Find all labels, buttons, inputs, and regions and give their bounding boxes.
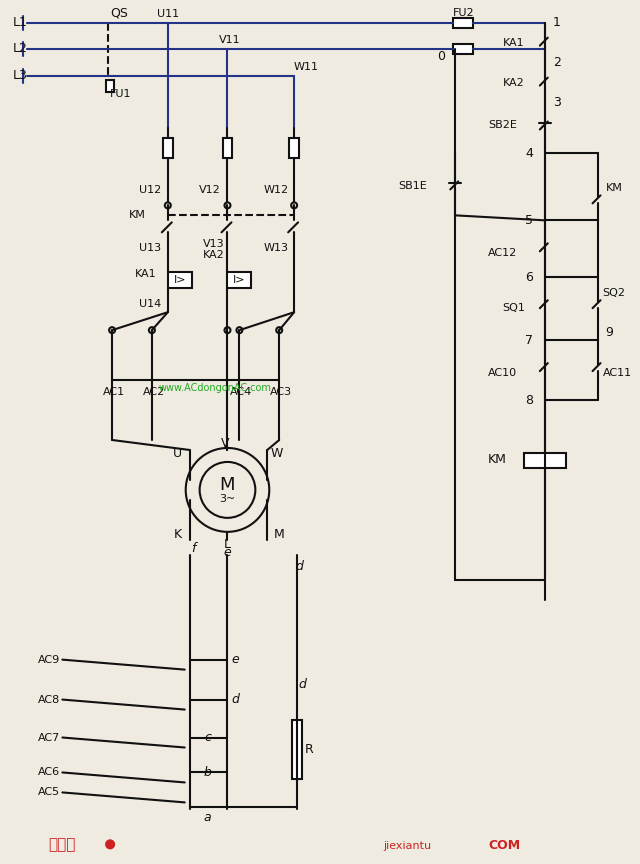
Text: KM: KM [605,183,622,194]
Text: AC11: AC11 [602,368,632,378]
Text: 4: 4 [525,147,533,160]
Text: SQ1: SQ1 [502,303,525,313]
Bar [524,453,566,468]
Text: 接线图: 接线图 [49,837,76,852]
Text: SB1E: SB1E [399,181,428,192]
Text: 3: 3 [553,96,561,109]
Text: V: V [221,437,230,450]
Text: KA1: KA1 [135,270,157,279]
Bar [453,17,473,28]
Text: V12: V12 [198,186,220,195]
Text: 0: 0 [437,50,445,63]
Text: AC1: AC1 [103,387,125,397]
Text: V13: V13 [203,239,225,250]
Text: www.ACdongonAC.com: www.ACdongonAC.com [158,383,271,393]
Bar [223,138,232,158]
Text: I>: I> [233,276,246,285]
Text: W: W [271,448,284,461]
Text: AC6: AC6 [38,767,60,778]
Text: KA2: KA2 [203,251,225,260]
Text: jiexiantu: jiexiantu [383,842,432,851]
Text: KM: KM [488,454,507,467]
Text: U: U [173,448,182,461]
Text: L2: L2 [13,42,28,55]
Text: FU2: FU2 [452,8,474,17]
Text: U11: U11 [157,9,179,19]
Bar [168,272,191,289]
Text: L1: L1 [13,16,28,29]
Text: d: d [295,560,303,574]
Text: AC4: AC4 [230,387,253,397]
Text: U14: U14 [139,299,161,309]
Text: KA2: KA2 [503,78,525,87]
Text: SB2E: SB2E [488,120,517,130]
Bar [106,79,114,92]
Text: AC8: AC8 [38,695,60,704]
Text: 6: 6 [525,270,533,283]
Text: d: d [298,678,306,691]
Text: R: R [305,743,314,756]
Bar [292,720,302,779]
Text: AC10: AC10 [488,368,517,378]
Bar [453,43,473,54]
Text: L: L [224,538,231,551]
Text: AC9: AC9 [38,655,60,664]
Text: AC2: AC2 [143,387,165,397]
Text: d: d [232,693,239,706]
Text: M: M [220,476,236,494]
Text: AC12: AC12 [488,248,517,258]
Text: V11: V11 [219,35,240,45]
Text: b: b [204,766,212,779]
Text: KA1: KA1 [503,38,525,48]
Text: c: c [204,731,211,744]
Circle shape [106,841,114,848]
Text: K: K [173,528,182,542]
Text: 3~: 3~ [220,494,236,504]
Text: 2: 2 [553,56,561,69]
Text: KM: KM [129,210,146,220]
Text: L3: L3 [13,69,28,82]
Text: 1: 1 [553,16,561,29]
Text: QS: QS [110,6,128,19]
Text: 7: 7 [525,334,533,346]
Text: W12: W12 [264,186,289,195]
Text: SQ2: SQ2 [602,289,625,298]
Text: f: f [191,543,196,556]
Bar [289,138,299,158]
Text: U13: U13 [139,244,161,253]
Text: a: a [204,811,211,824]
Text: AC5: AC5 [38,787,60,797]
Text: W13: W13 [264,244,289,253]
Text: I>: I> [173,276,186,285]
Text: FU1: FU1 [110,88,132,98]
Text: 5: 5 [525,214,533,227]
Text: U12: U12 [139,186,161,195]
Text: M: M [274,528,285,542]
Text: W11: W11 [294,61,319,72]
Text: COM: COM [488,839,520,852]
Bar [227,272,252,289]
Text: 8: 8 [525,393,533,407]
Text: AC7: AC7 [38,733,60,742]
Text: e: e [232,653,239,666]
Text: 9: 9 [605,326,613,339]
Text: e: e [223,546,232,559]
Bar [163,138,173,158]
Text: AC3: AC3 [270,387,292,397]
